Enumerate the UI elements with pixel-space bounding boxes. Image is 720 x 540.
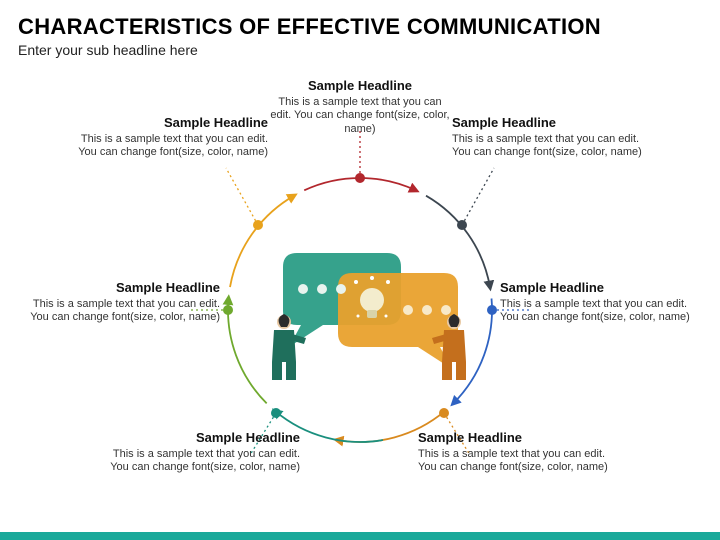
item-head: Sample Headline [418, 430, 618, 446]
item-head: Sample Headline [100, 430, 300, 446]
item-tr: Sample Headline This is a sample text tha… [452, 115, 642, 160]
item-body: This is a sample text that you can edit.… [418, 448, 618, 476]
item-head: Sample Headline [270, 78, 450, 94]
item-br: Sample Headline This is a sample text tha… [418, 430, 618, 475]
item-top: Sample Headline This is a sample text tha… [270, 78, 450, 137]
item-bl: Sample Headline This is a sample text tha… [100, 430, 300, 475]
item-body: This is a sample text that you can edit.… [78, 133, 268, 161]
item-body: This is a sample text that you can edit.… [100, 448, 300, 476]
item-tl: Sample Headline This is a sample text tha… [78, 115, 268, 160]
item-body: This is a sample text that you can edit.… [20, 298, 220, 326]
item-body: This is a sample text that you can edit.… [500, 298, 700, 326]
item-left: Sample Headline This is a sample text tha… [20, 280, 220, 325]
item-head: Sample Headline [500, 280, 700, 296]
item-right: Sample Headline This is a sample text tha… [500, 280, 700, 325]
item-body: This is a sample text that you can edit.… [452, 133, 642, 161]
item-body: This is a sample text that you can edit.… [270, 96, 450, 137]
item-head: Sample Headline [452, 115, 642, 131]
item-head: Sample Headline [20, 280, 220, 296]
footer-bar [0, 532, 720, 540]
item-head: Sample Headline [78, 115, 268, 131]
